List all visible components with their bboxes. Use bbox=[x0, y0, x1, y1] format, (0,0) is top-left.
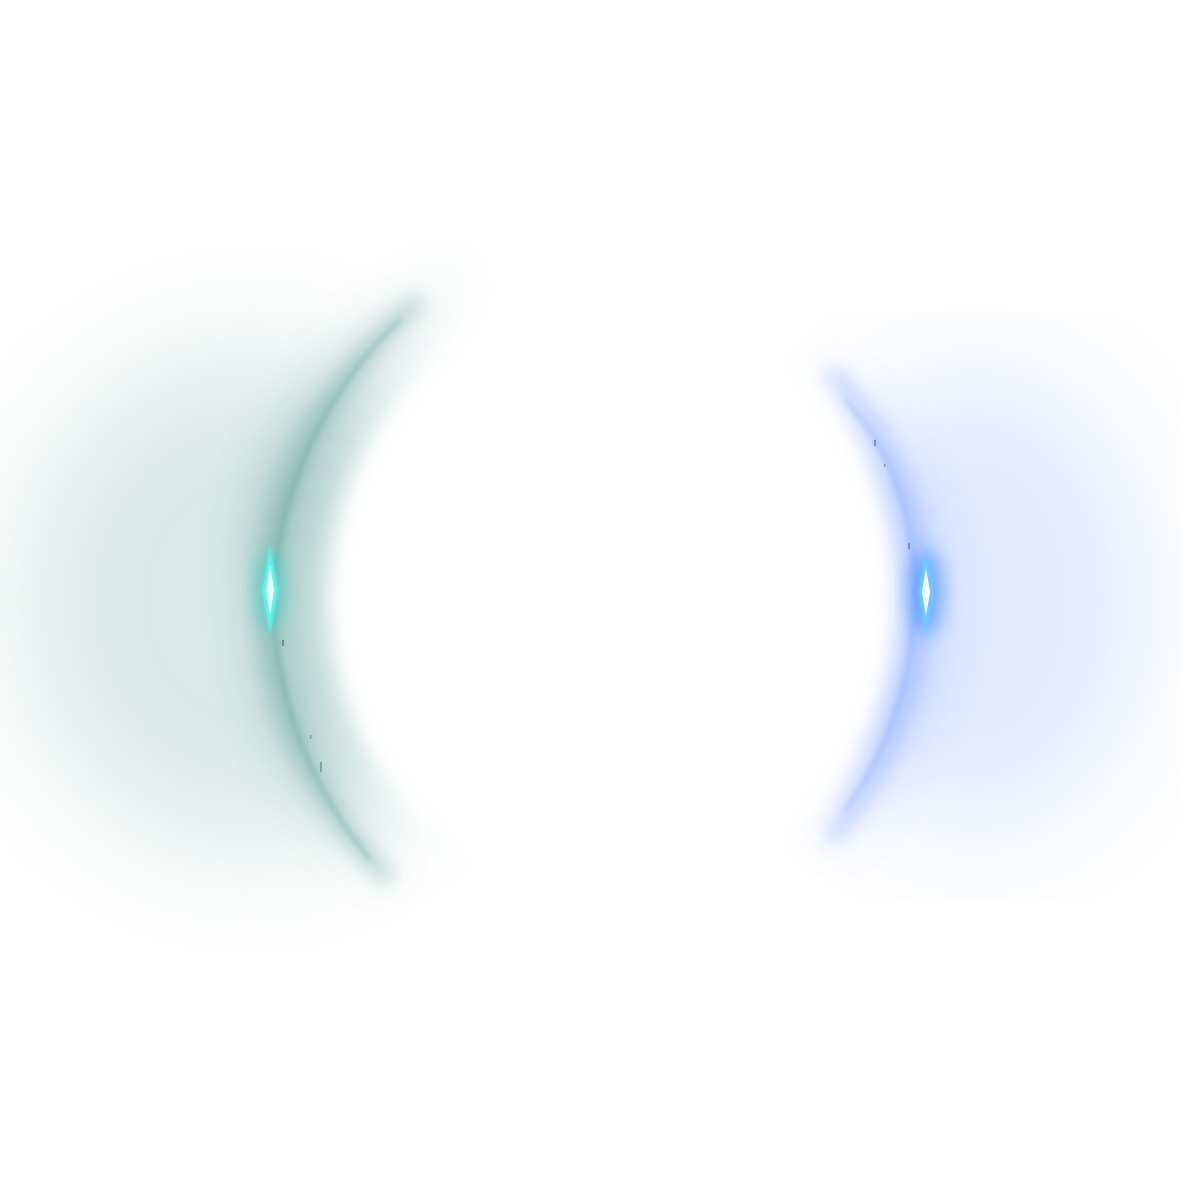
blue-core-spark bbox=[874, 440, 942, 636]
teal-core-spark bbox=[256, 545, 322, 772]
blue-crescent-glow bbox=[800, 360, 1145, 850]
teal-crescent-glow bbox=[20, 270, 480, 890]
